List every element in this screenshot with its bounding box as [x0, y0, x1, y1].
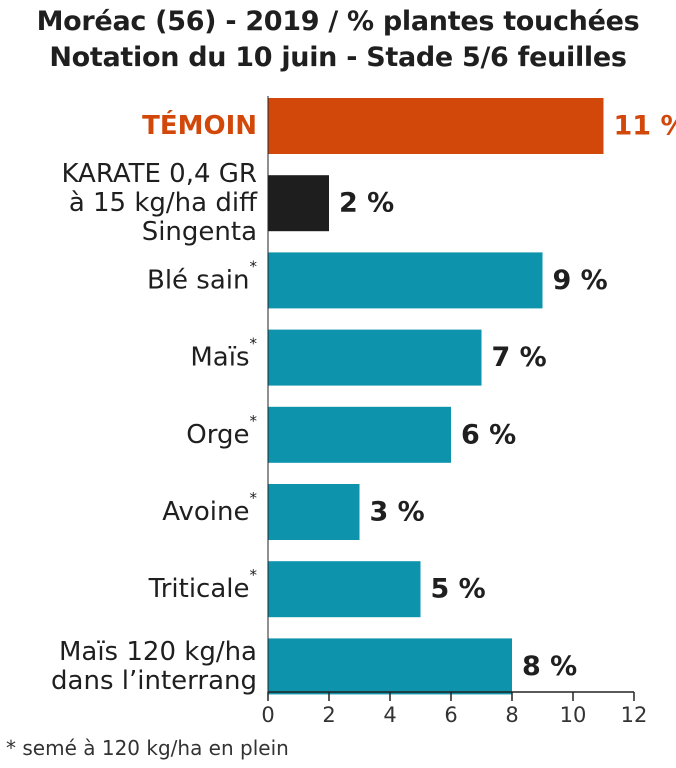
- bar: [268, 406, 451, 463]
- x-tick-label: 4: [383, 703, 396, 727]
- category-label: Triticale*: [148, 566, 258, 604]
- x-tick-label: 6: [444, 703, 457, 727]
- category-label: TÉMOIN: [142, 109, 257, 141]
- value-label: 9 %: [553, 265, 608, 296]
- bar: [268, 484, 360, 540]
- bar: [268, 252, 543, 309]
- x-tick-label: 2: [322, 703, 335, 727]
- value-label: 3 %: [370, 497, 425, 528]
- x-tick-label: 12: [621, 703, 648, 727]
- category-label: Maïs*: [190, 335, 257, 373]
- value-label: 7 %: [492, 342, 547, 373]
- category-label: Orge*: [186, 412, 257, 450]
- chart-subtitle: Notation du 10 juin - Stade 5/6 feuilles: [49, 42, 627, 73]
- x-tick-label: 0: [261, 703, 274, 727]
- x-tick-label: 8: [505, 703, 518, 727]
- category-label: KARATE 0,4 GR à 15 kg/ha diff Singenta: [61, 159, 258, 247]
- category-label: Maïs 120 kg/ha dans l’interrang: [51, 637, 257, 696]
- value-label: 8 %: [522, 651, 577, 682]
- value-label: 11 %: [614, 111, 676, 142]
- x-tick-label: 10: [560, 703, 587, 727]
- value-label: 2 %: [339, 188, 394, 219]
- category-label: Avoine*: [162, 489, 257, 527]
- value-label: 5 %: [431, 574, 486, 605]
- value-label: 6 %: [461, 419, 516, 450]
- bar: [268, 329, 482, 386]
- bar: [268, 638, 512, 695]
- bar: [268, 98, 604, 154]
- chart-title: Moréac (56) - 2019 / % plantes touchées: [36, 6, 640, 37]
- footnote: * semé à 120 kg/ha en plein: [6, 736, 289, 760]
- bar: [268, 175, 329, 232]
- category-label: Blé sain*: [147, 257, 258, 295]
- bar: [268, 561, 421, 618]
